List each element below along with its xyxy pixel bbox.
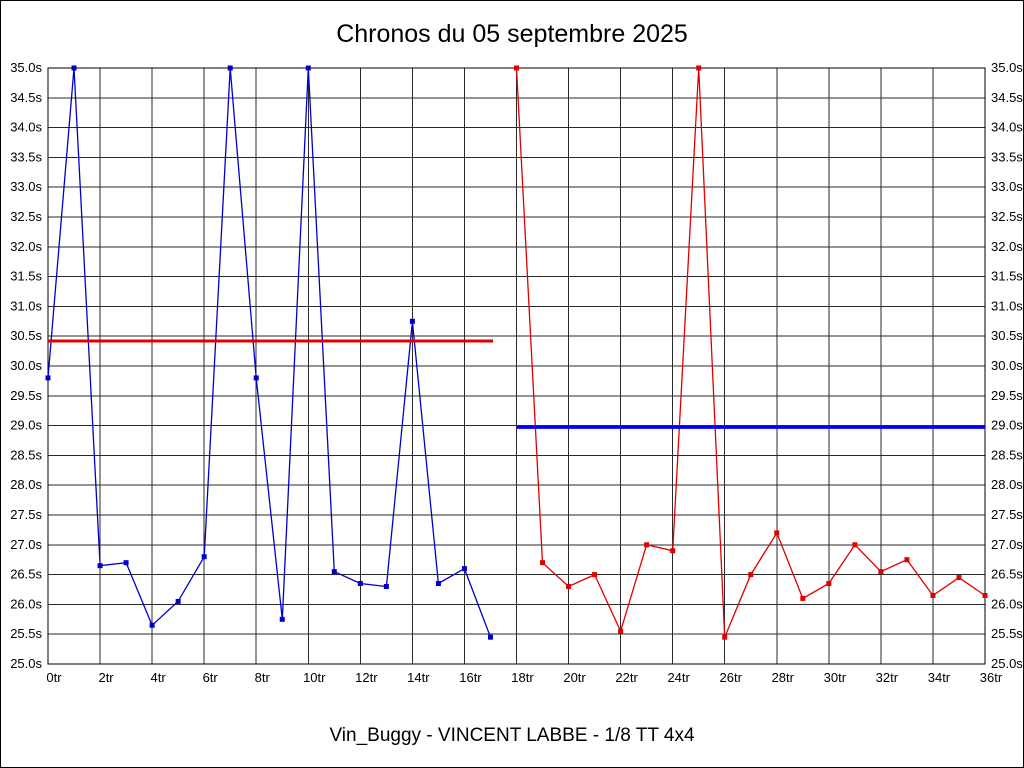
svg-text:8tr: 8tr xyxy=(255,670,271,685)
svg-text:25.0s: 25.0s xyxy=(991,656,1023,671)
svg-text:34.5s: 34.5s xyxy=(10,90,42,105)
svg-text:34.5s: 34.5s xyxy=(991,90,1023,105)
svg-text:25.5s: 25.5s xyxy=(991,626,1023,641)
svg-text:26.5s: 26.5s xyxy=(991,567,1023,582)
svg-text:33.5s: 33.5s xyxy=(991,149,1023,164)
chart-subtitle: Vin_Buggy - VINCENT LABBE - 1/8 TT 4x4 xyxy=(329,725,695,746)
svg-text:32.5s: 32.5s xyxy=(10,209,42,224)
svg-text:14tr: 14tr xyxy=(407,670,430,685)
svg-text:33.0s: 33.0s xyxy=(10,179,42,194)
average-reference-lines xyxy=(48,339,985,429)
y-axis-tick-labels: 25.0s 25.0s 25.5s 25.5s 26.0s 26.0s 26.5s 26.5s… xyxy=(10,60,1023,671)
svg-text:36tr: 36tr xyxy=(980,670,1003,685)
svg-text:33.0s: 33.0s xyxy=(991,179,1023,194)
svg-text:31.0s: 31.0s xyxy=(10,298,42,313)
svg-text:32.0s: 32.0s xyxy=(991,239,1023,254)
svg-text:27.5s: 27.5s xyxy=(10,507,42,522)
svg-text:30.0s: 30.0s xyxy=(10,358,42,373)
svg-text:29.0s: 29.0s xyxy=(10,418,42,433)
svg-text:34tr: 34tr xyxy=(928,670,951,685)
svg-text:12tr: 12tr xyxy=(355,670,378,685)
svg-text:33.5s: 33.5s xyxy=(10,149,42,164)
svg-text:31.5s: 31.5s xyxy=(991,269,1023,284)
svg-text:29.5s: 29.5s xyxy=(991,388,1023,403)
svg-text:34.0s: 34.0s xyxy=(991,120,1023,135)
svg-text:26.0s: 26.0s xyxy=(10,596,42,611)
svg-text:22tr: 22tr xyxy=(615,670,638,685)
svg-text:28tr: 28tr xyxy=(772,670,795,685)
svg-text:31.0s: 31.0s xyxy=(991,298,1023,313)
svg-text:35.0s: 35.0s xyxy=(991,60,1023,75)
svg-text:28.0s: 28.0s xyxy=(991,477,1023,492)
svg-text:29.5s: 29.5s xyxy=(10,388,42,403)
svg-text:27.0s: 27.0s xyxy=(10,537,42,552)
svg-text:25.0s: 25.0s xyxy=(10,656,42,671)
svg-text:18tr: 18tr xyxy=(511,670,534,685)
svg-text:30.5s: 30.5s xyxy=(10,328,42,343)
svg-text:20tr: 20tr xyxy=(563,670,586,685)
svg-text:32.5s: 32.5s xyxy=(991,209,1023,224)
chart-title: Chronos du 05 septembre 2025 xyxy=(336,20,688,48)
svg-text:10tr: 10tr xyxy=(303,670,326,685)
series-blue-series xyxy=(45,65,493,640)
svg-text:30.0s: 30.0s xyxy=(991,358,1023,373)
svg-text:6tr: 6tr xyxy=(203,670,219,685)
svg-text:29.0s: 29.0s xyxy=(991,418,1023,433)
svg-text:28.5s: 28.5s xyxy=(991,447,1023,462)
series-red-series xyxy=(514,65,988,640)
svg-text:26.5s: 26.5s xyxy=(10,567,42,582)
svg-text:30tr: 30tr xyxy=(824,670,847,685)
svg-text:26.0s: 26.0s xyxy=(991,596,1023,611)
svg-text:24tr: 24tr xyxy=(667,670,690,685)
svg-text:25.5s: 25.5s xyxy=(10,626,42,641)
svg-text:32tr: 32tr xyxy=(876,670,899,685)
svg-text:26tr: 26tr xyxy=(720,670,743,685)
svg-text:0tr: 0tr xyxy=(46,670,62,685)
svg-text:32.0s: 32.0s xyxy=(10,239,42,254)
svg-text:30.5s: 30.5s xyxy=(991,328,1023,343)
x-axis-tick-labels: 0tr 2tr 4tr 6tr 8tr 10tr 12tr 14tr 16tr 18tr 20tr 2… xyxy=(46,670,1002,685)
svg-text:27.5s: 27.5s xyxy=(991,507,1023,522)
svg-text:31.5s: 31.5s xyxy=(10,269,42,284)
svg-text:16tr: 16tr xyxy=(459,670,482,685)
svg-text:35.0s: 35.0s xyxy=(10,60,42,75)
svg-text:2tr: 2tr xyxy=(98,670,114,685)
svg-text:27.0s: 27.0s xyxy=(991,537,1023,552)
svg-text:4tr: 4tr xyxy=(151,670,167,685)
svg-text:28.5s: 28.5s xyxy=(10,447,42,462)
svg-text:34.0s: 34.0s xyxy=(10,120,42,135)
grid-lines xyxy=(47,67,986,665)
svg-text:28.0s: 28.0s xyxy=(10,477,42,492)
